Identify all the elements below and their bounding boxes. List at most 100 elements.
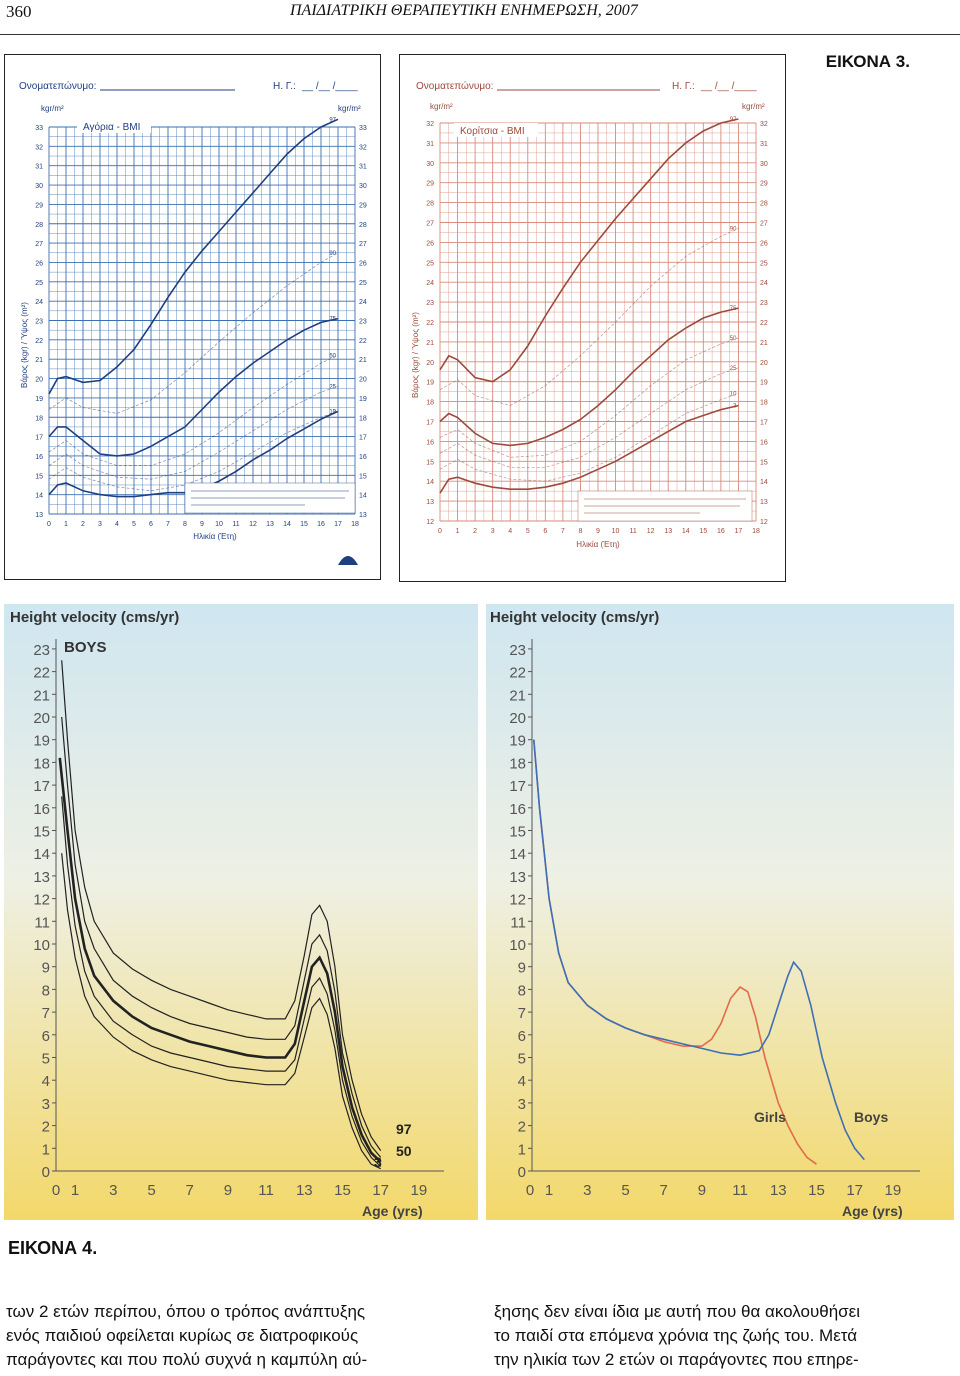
bmi-boys-x-tick: 6 [149,521,153,528]
bmi-girls-x-tick: 6 [543,528,547,535]
bmi-girls-title: Κορίτσια - BMI [460,125,525,137]
hv-girls-curves [533,739,865,1165]
hv-girls-y-tick: 3 [518,1096,526,1113]
hv-girls-y-tick: 4 [518,1073,526,1090]
bmi-girls-percentile-label: 10 [730,392,737,398]
hv-boys-x-tick: 13 [296,1182,313,1199]
bmi-boys-y-tick-right: 26 [359,260,367,267]
page-number: 360 [6,2,32,21]
hv-boys-y-tick: 5 [42,1051,50,1068]
bmi-girls-percentile-curve [439,228,739,406]
hv-girls-y-tick: 13 [509,869,526,886]
hv-girls-x-tick: 13 [770,1182,787,1199]
body-right-line: το παιδί στα επόμενα χρόνια της ζωής του… [494,1326,858,1345]
hv-girls-y-tick: 10 [509,937,526,954]
bmi-girls-y-tick-left: 19 [426,380,434,387]
bmi-girls-y-tick-left: 23 [426,300,434,307]
bmi-girls-x-tick: 7 [561,528,565,535]
bmi-boys-grid [48,126,356,515]
hv-boys-y-tick: 8 [42,982,50,999]
bmi-girls-y-tick-right: 30 [760,161,768,168]
bmi-boys-percentile-label: 3 [333,409,337,415]
bmi-boys-x-tick: 0 [47,521,51,528]
hv-girls-y-tick: 17 [509,778,526,795]
bmi-girls-hg-field: Η. Γ.: [672,81,695,92]
bmi-girls-y-tick-right: 17 [760,420,768,427]
hv-boys-y-tick: 16 [33,801,50,818]
bmi-boys-y-tick-left: 19 [35,396,43,403]
bmi-girls-y-tick-left: 18 [426,400,434,407]
hv-girls-y-tick: 15 [509,824,526,841]
bmi-boys-chart: Ονοματεπώνυμο: Η. Γ.: __ /__ /____ kgr/m… [4,54,381,580]
hv-boys-x-tick: 7 [186,1182,194,1199]
bmi-boys-x-tick: 18 [351,521,359,528]
hv-boys-label-50: 50 [396,1143,412,1159]
bmi-girls-ylabel: Βάρος (kgr) / Ύψος (m²) [411,312,420,398]
bmi-girls-x-tick: 9 [596,528,600,535]
bmi-girls-y-tick-left: 16 [426,439,434,446]
bmi-boys-y-tick-left: 18 [35,415,43,422]
bmi-boys-y-tick-right: 13 [359,512,367,519]
hv-boys-y-tick: 6 [42,1028,50,1045]
bmi-boys-x-tick: 15 [300,521,308,528]
hv-girls-y-tick: 12 [509,892,526,909]
bmi-girls-y-tick-right: 14 [760,479,768,486]
bmi-girls-chart: Ονοματεπώνυμο: Η. Γ.: __ /__ /____ kgr/m… [399,54,786,582]
hv-boys-centile-curve [61,853,381,1170]
bmi-boys-date-blank: __ /__ /____ [301,81,358,92]
bmi-boys-y-tick-left: 16 [35,454,43,461]
hv-boys-y-tick: 23 [33,642,50,659]
bmi-girls-y-tick-right: 22 [760,320,768,327]
bmi-girls-x-tick: 15 [699,528,707,535]
bmi-boys-y-tick-left: 13 [35,512,43,519]
hv-boys-curves [58,660,382,1170]
bmi-boys-percentile-curve [48,118,339,395]
hv-girls-y-tick: 11 [510,914,526,931]
bmi-girls-y-tick-right: 26 [760,240,768,247]
bmi-boys-x-tick: 5 [132,521,136,528]
bmi-boys-y-tick-left: 14 [35,493,43,500]
bmi-girls-y-tick-right: 15 [760,459,768,466]
hv-girls-legend-boys: Boys [854,1109,888,1125]
hv-boys-y-tick: 18 [33,755,50,772]
bmi-girls-percentile-curve [439,367,739,468]
bmi-boys-y-tick-right: 22 [359,338,367,345]
bmi-boys-y-tick-right: 17 [359,435,367,442]
bmi-boys-y-tick-right: 23 [359,319,367,326]
hv-girls-y-tick: 14 [509,846,526,863]
hv-boys-y-tick: 3 [42,1096,50,1113]
hv-boys-xlabel: Age (yrs) [362,1203,423,1219]
bmi-boys-percentile-curve [48,411,339,492]
body-left-line: των 2 ετών περίπου, όπου ο τρόπος ανάπτυ… [6,1302,366,1321]
hv-girls-y-tick: 0 [518,1164,526,1181]
figure4-label: ΕΙΚΟΝΑ 4. [8,1238,98,1258]
bmi-girls-percentile-label: 90 [730,226,737,232]
hv-boys-y-tick: 2 [42,1119,50,1136]
bmi-boys-percentile-curve [48,385,339,480]
hv-boys-y-tick: 21 [33,687,50,704]
bmi-boys-percentile-label: 97 [329,117,336,123]
bmi-boys-ylabel: Βάρος (kgr) / Ύψος (m²) [20,302,29,388]
bmi-girls-xlabel: Ηλικία (Έτη) [576,540,620,549]
bmi-boys-y-tick-left: 17 [35,435,43,442]
bmi-girls-x-tick: 5 [526,528,530,535]
hv-girls-legend-girls: Girls [754,1109,786,1125]
bmi-boys-y-tick-right: 25 [359,280,367,287]
bmi-girls-percentile-label: 97 [730,117,737,123]
bmi-girls-percentile-label: 50 [730,336,737,342]
bmi-boys-x-tick: 9 [200,521,204,528]
hv-girls-x-tick: 3 [583,1182,591,1199]
bmi-girls-percentile-labels: 97 90 75 50 25 10 3 [730,117,737,410]
bmi-girls-title-box [454,123,538,137]
bmi-boys-y-tick-left: 20 [35,377,43,384]
bmi-boys-y-tick-left: 30 [35,183,43,190]
bmi-girls-y-tick-right: 13 [760,499,768,506]
bmi-girls-y-tick-right: 12 [760,519,768,526]
bmi-girls-y-tick-right: 23 [760,300,768,307]
hv-girls-y-tick: 9 [518,960,526,977]
bmi-girls-percentile-label: 75 [730,306,737,312]
bmi-boys-y-tick-right: 30 [359,183,367,190]
hv-girls-x-tick: 17 [846,1182,863,1199]
bmi-boys-x-tick: 8 [183,521,187,528]
bmi-boys-percentile-label: 75 [329,317,336,323]
